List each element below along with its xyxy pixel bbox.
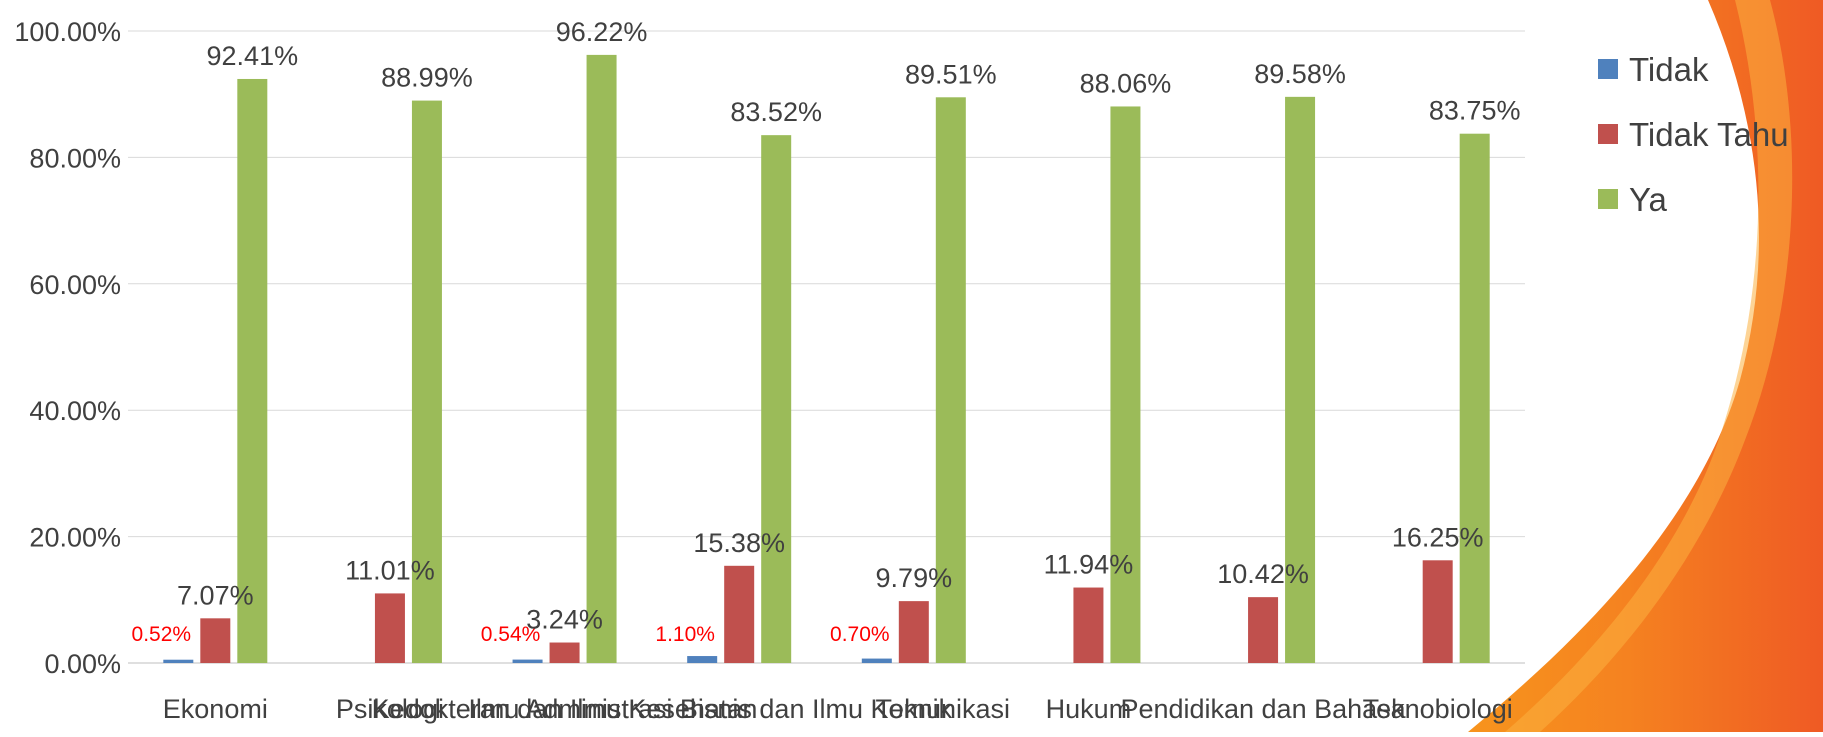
data-label: 0.54% <box>481 623 541 646</box>
bars <box>163 54 1490 664</box>
bar-tidak-tahu <box>200 618 231 663</box>
data-label: 83.75% <box>1429 96 1521 126</box>
data-label: 7.07% <box>177 580 254 610</box>
bar-tidak-tahu <box>1073 587 1104 663</box>
bar-ya <box>586 54 617 664</box>
bar-tidak-tahu <box>724 565 755 663</box>
bar-tidak-tahu <box>374 593 405 663</box>
bar-ya <box>935 97 966 663</box>
bar-tidak-tahu <box>1422 560 1453 663</box>
bar-ya <box>1110 106 1141 663</box>
legend-label: Tidak <box>1629 51 1709 88</box>
x-category-label: Ilmu Administrasi Bisnis dan Ilmu Komuni… <box>468 694 1010 724</box>
data-label: 9.79% <box>876 563 953 593</box>
data-label: 89.58% <box>1254 59 1346 89</box>
legend-swatch <box>1598 124 1618 144</box>
bar-ya <box>1459 133 1490 663</box>
data-label: 0.52% <box>132 623 192 646</box>
y-tick-label: 20.00% <box>29 523 121 553</box>
data-label: 1.10% <box>655 623 715 646</box>
bar-tidak <box>163 659 194 663</box>
y-tick-label: 80.00% <box>29 143 121 173</box>
y-tick-label: 0.00% <box>44 649 121 679</box>
data-label: 92.41% <box>207 41 299 71</box>
bar-ya <box>1285 96 1316 664</box>
bar-tidak-tahu <box>1248 597 1279 663</box>
data-label: 0.70% <box>830 623 890 646</box>
bar-tidak <box>861 658 892 663</box>
data-labels: 0.52% 7.07% 92.41% 11.01% 88.99% 0.54%3.24% 96… <box>132 17 1521 646</box>
data-label: 96.22% <box>556 17 648 47</box>
legend: Tidak Tidak Tahu Ya <box>1598 51 1789 218</box>
bar-tidak <box>687 656 718 663</box>
x-category-label: Teknobiologi <box>1363 694 1513 724</box>
data-label: 16.25% <box>1392 522 1484 552</box>
x-category-label: Ekonomi <box>163 694 268 724</box>
data-label: 15.38% <box>693 528 785 558</box>
x-category-label: Kedokteran dan Ilmu Kesehatan <box>372 694 758 724</box>
data-label: 88.06% <box>1080 68 1172 98</box>
data-label: 88.99% <box>381 63 473 93</box>
bar-ya <box>411 100 442 664</box>
data-label: 10.42% <box>1217 559 1309 589</box>
bar-tidak-tahu <box>549 642 580 663</box>
data-label: 89.51% <box>905 59 997 89</box>
gridlines <box>128 30 1525 664</box>
legend-swatch <box>1598 59 1618 79</box>
bar-ya <box>761 135 792 664</box>
bar-ya <box>237 78 268 663</box>
legend-label: Ya <box>1629 181 1668 218</box>
x-category-label: Pendidikan dan Bahasa <box>1120 694 1406 724</box>
bar-tidak-tahu <box>898 601 929 663</box>
x-category-label: Psikologi <box>336 694 444 724</box>
y-axis: 0.00% 20.00% 40.00% 60.00% 80.00% 100.00% <box>14 17 121 679</box>
legend-swatch <box>1598 189 1618 209</box>
data-label: 11.01% <box>345 555 435 585</box>
bar-tidak <box>512 659 543 663</box>
data-label: 11.94% <box>1044 550 1134 580</box>
x-category-label: Teknik <box>876 694 953 724</box>
x-category-label: Hukum <box>1046 694 1132 724</box>
data-label: 83.52% <box>730 97 822 127</box>
legend-label: Tidak Tahu <box>1629 116 1789 153</box>
y-tick-label: 60.00% <box>29 270 121 300</box>
data-label: 3.24% <box>526 605 603 635</box>
y-tick-label: 40.00% <box>29 396 121 426</box>
y-tick-label: 100.00% <box>14 17 121 47</box>
orange-swoosh-decoration <box>1468 0 1823 732</box>
